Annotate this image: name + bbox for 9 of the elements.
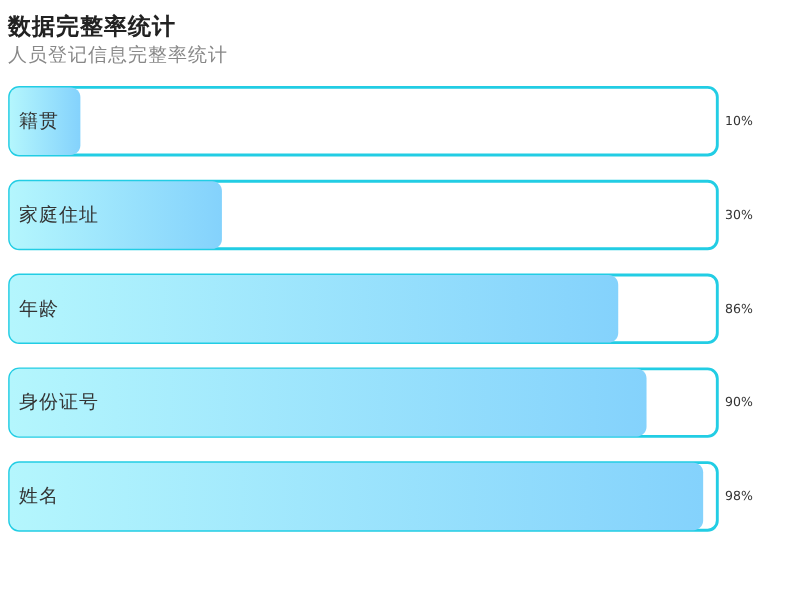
- y-tick-label: 身份证号: [19, 390, 100, 415]
- bar: [9, 87, 81, 155]
- y-tick-label: 年龄: [19, 296, 60, 321]
- chart-title: 数据完整率统计: [6, 11, 177, 40]
- y-tick-label: 姓名: [19, 484, 60, 509]
- bar: [9, 181, 222, 249]
- y-tick-label: 籍贯: [19, 108, 60, 133]
- y-tick-label: 家庭住址: [19, 202, 100, 227]
- chart-subtitle: 人员登记信息完整率统计: [8, 42, 229, 67]
